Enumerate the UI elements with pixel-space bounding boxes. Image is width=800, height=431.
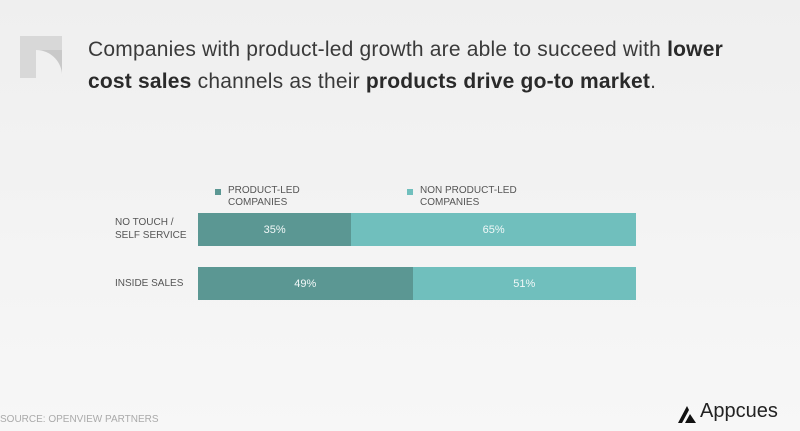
bar-segment: 35% bbox=[198, 213, 352, 246]
value-label: 51% bbox=[513, 277, 536, 290]
value-label: 35% bbox=[263, 223, 286, 236]
legend-swatch bbox=[215, 189, 221, 195]
title-part: products drive go-to market bbox=[365, 70, 651, 93]
bar-segment: 51% bbox=[412, 267, 636, 300]
legend-label: PRODUCT-LED COMPANIES bbox=[228, 185, 300, 208]
legend-swatch bbox=[407, 189, 413, 195]
legend-label: NON PRODUCT-LED COMPANIES bbox=[420, 185, 517, 208]
title: Companies with product-led growth are ab… bbox=[88, 34, 768, 98]
decor-arc bbox=[20, 36, 63, 78]
brand: Appcues bbox=[700, 400, 778, 422]
value-label: 49% bbox=[294, 277, 317, 290]
value-label: 65% bbox=[482, 223, 505, 236]
title-part: channels as their bbox=[197, 70, 360, 93]
category-label: NO TOUCH / SELF SERVICE bbox=[115, 217, 187, 241]
title-part: . bbox=[650, 70, 657, 93]
bar-segment: 49% bbox=[198, 267, 413, 300]
title-part: lower cost sales bbox=[88, 38, 723, 93]
category-label: INSIDE SALES bbox=[115, 278, 184, 289]
brand-logo bbox=[678, 406, 696, 423]
source: SOURCE: OPENVIEW PARTNERS bbox=[0, 414, 159, 425]
title-part: Companies with product-led growth are ab… bbox=[88, 38, 662, 61]
bar-segment: 65% bbox=[351, 213, 636, 246]
